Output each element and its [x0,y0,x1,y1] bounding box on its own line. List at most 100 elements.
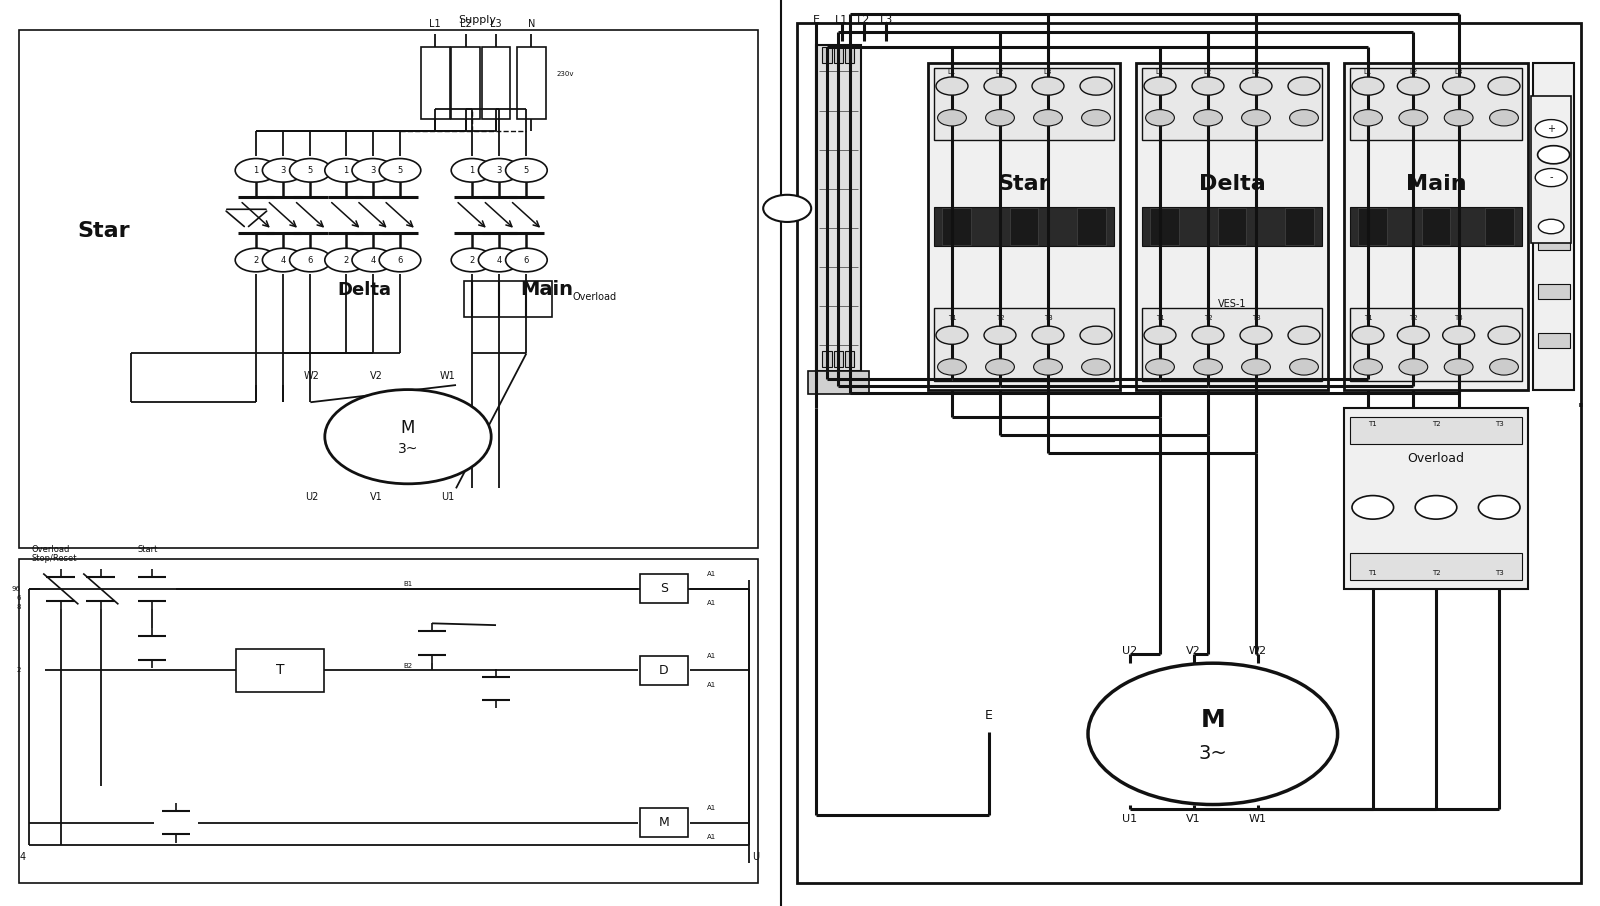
Bar [517,47,546,120]
Bar [1350,68,1522,140]
Text: L1: L1 [835,14,848,25]
Circle shape [1082,359,1110,375]
Bar [1350,207,1522,246]
Text: 2: 2 [253,255,259,265]
Circle shape [325,390,491,484]
Bar [1136,63,1328,390]
Circle shape [1144,326,1176,344]
Text: Delta: Delta [1198,174,1266,194]
Bar [1350,417,1522,444]
Bar [1350,308,1522,381]
Text: 3: 3 [370,166,376,175]
Circle shape [936,77,968,95]
Circle shape [506,159,547,182]
Text: E: E [986,709,992,722]
Circle shape [506,248,547,272]
Text: T3: T3 [1494,421,1504,427]
Circle shape [1080,77,1112,95]
Text: D: D [659,664,669,677]
Text: L2: L2 [858,14,870,25]
Bar [1533,63,1574,390]
Bar [1538,236,1570,250]
Text: L3: L3 [880,14,893,25]
Text: T3: T3 [1251,314,1261,321]
Text: E: E [813,14,819,25]
Circle shape [1192,326,1224,344]
Text: T: T [275,663,285,678]
Text: 3~: 3~ [1198,745,1227,763]
Text: L3: L3 [1043,70,1053,75]
Circle shape [1146,110,1174,126]
Text: Overload: Overload [32,545,70,554]
Circle shape [290,248,331,272]
Text: T3: T3 [1043,314,1053,321]
Text: T1: T1 [947,314,957,321]
Bar [1350,553,1522,580]
Text: T2: T2 [1410,314,1418,321]
Circle shape [1144,77,1176,95]
Circle shape [1080,326,1112,344]
Text: S: S [661,583,669,595]
Text: 6: 6 [16,595,21,601]
Bar [482,47,510,120]
Circle shape [1354,110,1382,126]
Text: 4: 4 [496,255,502,265]
Text: 1: 1 [253,166,259,175]
Circle shape [1240,326,1272,344]
Circle shape [352,248,394,272]
Circle shape [1490,110,1518,126]
Bar [1150,208,1179,245]
Text: T2: T2 [1432,421,1440,427]
Circle shape [1032,326,1064,344]
Bar [808,371,869,394]
Circle shape [1032,77,1064,95]
Text: 3: 3 [280,166,286,175]
Bar [1142,207,1322,246]
Text: 6: 6 [397,255,403,265]
Circle shape [984,77,1016,95]
Text: V1: V1 [1186,814,1202,824]
Text: T1: T1 [1363,314,1373,321]
Text: 1: 1 [342,166,349,175]
Circle shape [1538,219,1563,234]
Text: T2: T2 [1203,314,1213,321]
Bar [640,808,688,837]
Text: L3: L3 [1251,70,1261,75]
Text: L2: L2 [995,70,1005,75]
Text: A1: A1 [707,601,717,606]
Circle shape [1398,359,1427,375]
Bar [1142,68,1322,140]
Text: Supply: Supply [458,14,496,25]
Circle shape [451,159,493,182]
Text: A1: A1 [707,805,717,811]
Text: Star: Star [78,221,130,241]
Text: V2: V2 [1186,645,1202,656]
Bar [19,559,758,883]
Bar [1010,208,1038,245]
Circle shape [1534,120,1566,138]
Text: W1: W1 [440,371,456,381]
Text: M: M [1200,708,1226,732]
Bar [640,574,688,603]
Circle shape [1488,77,1520,95]
Text: L2: L2 [1203,70,1213,75]
Circle shape [325,248,366,272]
Circle shape [1443,326,1475,344]
Text: +: + [1547,123,1555,134]
Text: U2: U2 [1122,645,1138,656]
Text: Delta: Delta [338,281,392,299]
Circle shape [763,195,811,222]
Bar [928,63,1120,390]
Text: .: . [1576,384,1586,413]
Circle shape [1397,77,1429,95]
Bar [1358,208,1387,245]
Circle shape [1488,326,1520,344]
Bar [421,47,450,120]
Text: Stop/Reset: Stop/Reset [32,554,77,563]
Circle shape [379,159,421,182]
Text: L3: L3 [1454,70,1462,75]
Text: T2: T2 [1432,570,1440,575]
Text: M: M [659,816,669,829]
Text: 1: 1 [469,166,475,175]
Circle shape [1352,77,1384,95]
